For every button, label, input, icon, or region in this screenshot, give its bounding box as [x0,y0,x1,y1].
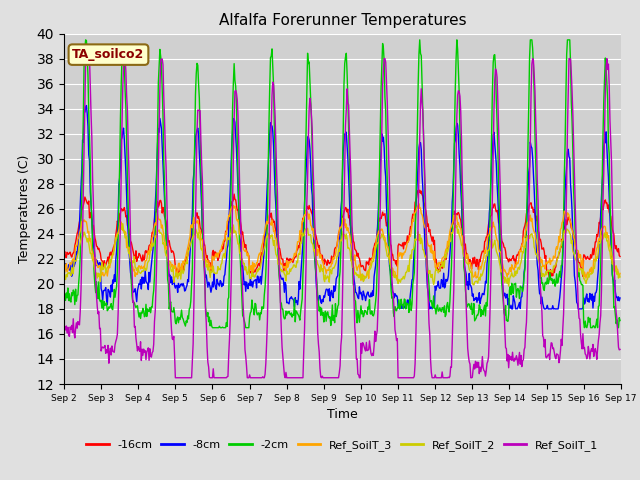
Line: -2cm: -2cm [64,40,620,328]
X-axis label: Time: Time [327,408,358,421]
-2cm [185,316,193,322]
Line: Ref_SoilT_1: Ref_SoilT_1 [64,59,620,378]
Ref_SoilT_3 [616,271,624,276]
-16cm [213,253,221,259]
-8cm [214,281,221,287]
Ref_SoilT_2 [505,283,513,289]
-2cm [616,318,624,324]
-16cm [70,249,78,255]
-2cm [128,293,136,299]
Ref_SoilT_1 [428,370,435,375]
Y-axis label: Temperatures (C): Temperatures (C) [18,155,31,263]
-8cm [83,103,90,108]
-16cm [184,253,191,259]
Text: TA_soilco2: TA_soilco2 [72,48,145,61]
Ref_SoilT_2 [214,264,221,269]
Ref_SoilT_3 [127,255,135,261]
Ref_SoilT_1 [83,56,90,61]
Ref_SoilT_3 [184,245,191,251]
-2cm [412,239,419,245]
Ref_SoilT_3 [60,270,68,276]
-2cm [209,325,216,331]
Ref_SoilT_2 [60,273,68,279]
-2cm [70,289,78,295]
Ref_SoilT_1 [172,375,179,381]
Line: Ref_SoilT_3: Ref_SoilT_3 [64,204,620,281]
Ref_SoilT_2 [185,248,193,254]
Title: Alfalfa Forerunner Temperatures: Alfalfa Forerunner Temperatures [219,13,466,28]
-2cm [82,37,90,43]
Ref_SoilT_1 [412,361,419,367]
-2cm [215,325,223,331]
-16cm [416,187,424,193]
-8cm [412,224,419,230]
-8cm [616,295,624,301]
-8cm [60,269,68,275]
-8cm [128,278,136,284]
-8cm [396,306,403,312]
-2cm [60,291,68,297]
-8cm [185,279,193,285]
Ref_SoilT_2 [70,259,78,264]
Ref_SoilT_3 [415,201,423,206]
Line: -8cm: -8cm [64,106,620,309]
Line: -16cm: -16cm [64,190,620,280]
Ref_SoilT_3 [213,250,221,256]
Ref_SoilT_3 [70,258,78,264]
-16cm [546,277,554,283]
Ref_SoilT_2 [410,242,418,248]
Ref_SoilT_1 [70,330,78,336]
Ref_SoilT_2 [128,258,136,264]
-16cm [616,253,624,259]
-8cm [428,304,435,310]
-16cm [427,232,435,238]
Legend: -16cm, -8cm, -2cm, Ref_SoilT_3, Ref_SoilT_2, Ref_SoilT_1: -16cm, -8cm, -2cm, Ref_SoilT_3, Ref_Soil… [82,436,603,456]
Ref_SoilT_2 [427,274,435,279]
-2cm [428,298,435,303]
-16cm [127,240,135,245]
Ref_SoilT_1 [186,375,193,381]
Ref_SoilT_3 [428,241,435,247]
Ref_SoilT_2 [616,274,624,280]
Ref_SoilT_1 [616,347,624,352]
Ref_SoilT_3 [357,278,365,284]
Ref_SoilT_3 [410,210,418,216]
Ref_SoilT_1 [215,375,223,381]
Ref_SoilT_2 [119,221,127,227]
-8cm [70,264,78,269]
Ref_SoilT_1 [128,267,136,273]
-16cm [60,251,68,257]
Line: Ref_SoilT_2: Ref_SoilT_2 [64,224,620,286]
Ref_SoilT_1 [60,329,68,335]
-16cm [410,212,417,218]
